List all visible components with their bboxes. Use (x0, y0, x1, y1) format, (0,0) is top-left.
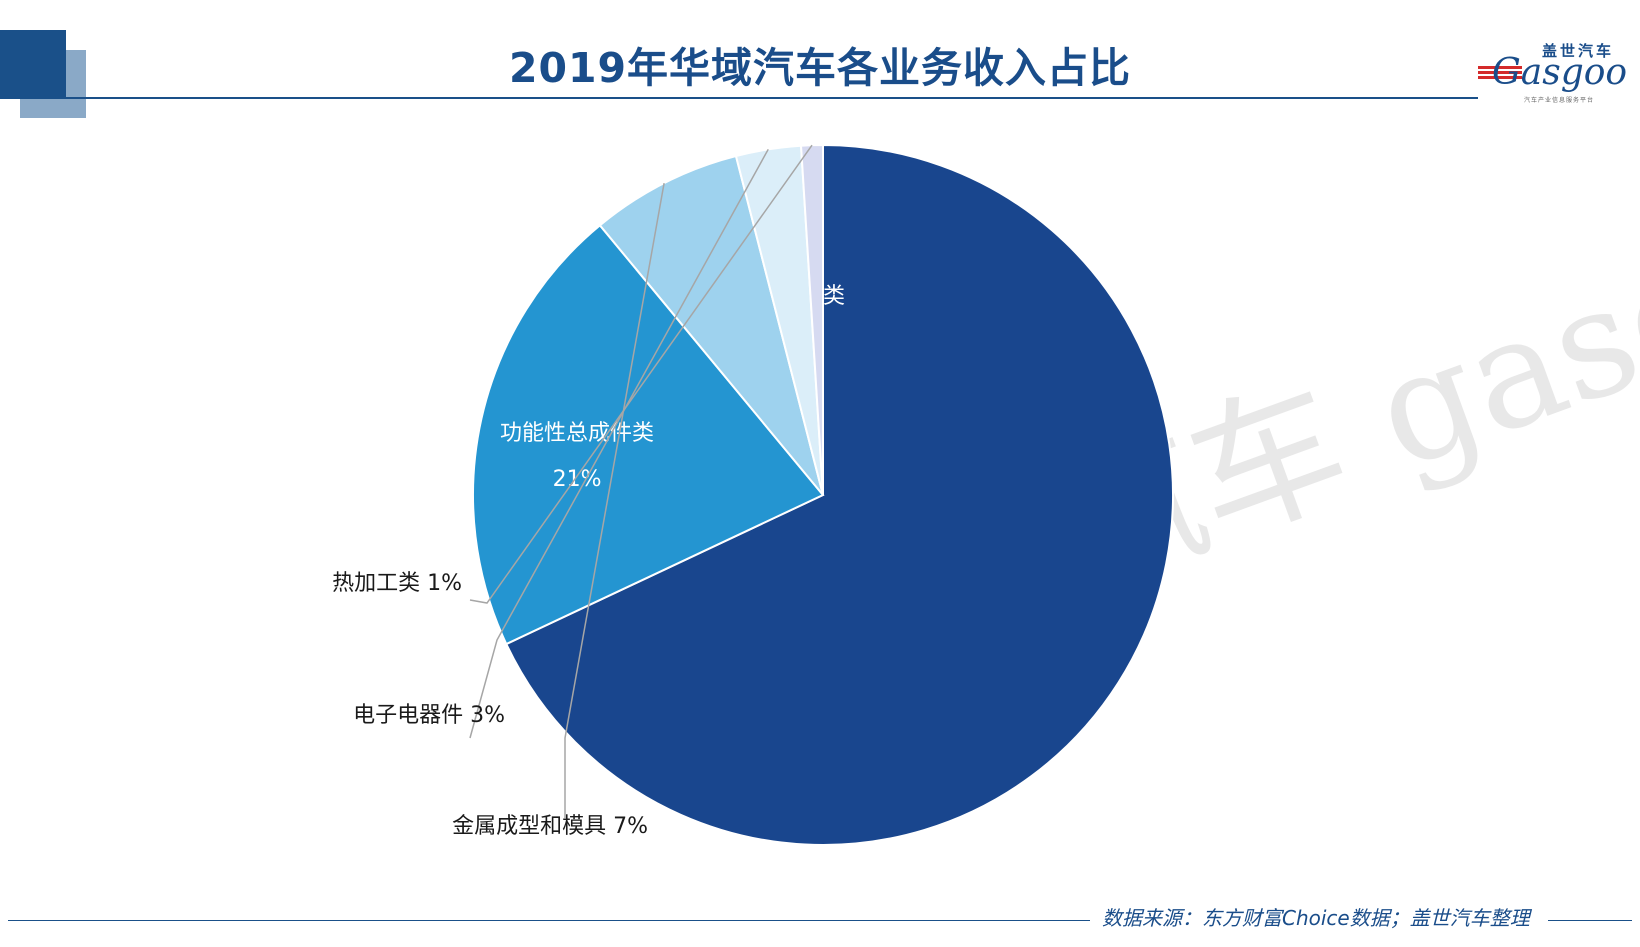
page-title: 2019年华域汽车各业务收入占比 (508, 44, 1132, 92)
pie-slice (504, 143, 1174, 846)
logo-sub-text: 汽车产业信息服务平台 (1524, 97, 1595, 104)
logo-cn-text: 盖世汽车 (1542, 42, 1615, 60)
pie-slice (472, 223, 825, 646)
logo-en-text: Gasgoo (1492, 52, 1628, 93)
slice-label-name: 功能性总成件类 (500, 421, 654, 446)
corner-decoration-dark (0, 30, 66, 98)
slice-label-value: 21% (553, 467, 602, 492)
source-note: 数据来源：东方财富Choice数据；盖世汽车整理 (1102, 906, 1530, 930)
header-divider (0, 97, 1478, 99)
leader-line (469, 144, 813, 604)
pie-slice (598, 154, 824, 496)
footer-divider-right (1548, 920, 1632, 921)
leader-line (469, 148, 769, 739)
logo-stripes-icon (1478, 66, 1522, 84)
slice-label-outside: 热加工类 1% (332, 571, 462, 596)
slice-label-outside: 金属成型和模具 7% (452, 814, 648, 839)
footer-divider-left (8, 920, 1090, 921)
slice-label-outside: 电子电器件 3% (353, 703, 505, 728)
leader-line (564, 183, 665, 818)
gasgoo-logo: 盖世汽车 Gasgoo 汽车产业信息服务平台 (1478, 40, 1638, 104)
